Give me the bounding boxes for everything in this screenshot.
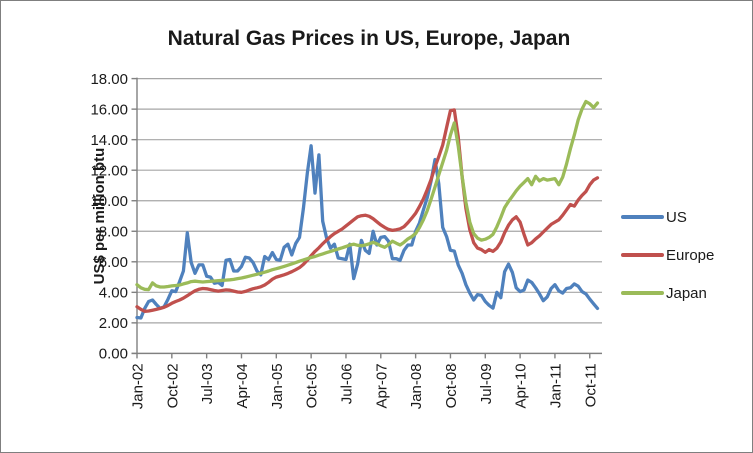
europe-line-swatch-icon <box>621 253 664 257</box>
legend-label-europe: Europe <box>666 246 715 264</box>
x-tick-label: Apr-07 <box>373 363 390 408</box>
x-tick-label: Jan-02 <box>130 363 147 409</box>
y-tick-label: 0.00 <box>99 346 128 363</box>
x-tick-label: Jan-05 <box>269 363 286 409</box>
legend-label-japan: Japan <box>666 284 707 302</box>
y-tick-label: 4.00 <box>99 285 128 302</box>
y-tick-label: 6.00 <box>99 254 128 271</box>
x-tick-label: Oct-08 <box>443 363 460 408</box>
legend-item-us: US <box>621 208 687 226</box>
legend-item-europe: Europe <box>621 246 714 264</box>
x-tick-label: Jan-08 <box>408 363 425 409</box>
y-tick-label: 8.00 <box>99 223 128 240</box>
x-tick-label: Jan-11 <box>547 363 564 408</box>
series-line-japan <box>135 99 600 292</box>
y-axis-title: US$ per million btu <box>91 148 108 285</box>
x-tick-label: Oct-11 <box>582 363 599 407</box>
legend-item-japan: Japan <box>621 284 707 302</box>
y-tick-label: 18.00 <box>90 71 128 88</box>
y-tick-label: 10.00 <box>90 193 128 210</box>
x-tick-label: Oct-05 <box>304 363 321 408</box>
axis-tick-labels: 0.00 2.00 4.00 6.00 8.00 10.00 12.00 14.00 16.00… <box>90 71 599 409</box>
japan-line-swatch-icon <box>621 291 664 295</box>
y-tick-label: 12.00 <box>90 162 128 179</box>
us-line-swatch-icon <box>621 215 664 219</box>
legend-label-us: US <box>666 208 687 226</box>
y-tick-label: 2.00 <box>99 315 128 332</box>
y-tick-label: 14.00 <box>90 132 128 149</box>
axes <box>131 77 602 359</box>
x-tick-label: Apr-04 <box>234 363 251 408</box>
x-tick-label: Apr-10 <box>513 363 530 408</box>
y-tick-label: 16.00 <box>90 101 128 118</box>
chart-title: Natural Gas Prices in US, Europe, Japan <box>168 27 571 50</box>
gridlines <box>137 77 602 354</box>
series-lines <box>135 99 600 320</box>
x-tick-label: Oct-02 <box>164 363 181 408</box>
series-line-europe <box>135 108 600 313</box>
x-tick-label: Jul-09 <box>478 363 495 404</box>
x-tick-label: Jul-03 <box>199 363 216 404</box>
x-tick-label: Jul-06 <box>338 363 355 404</box>
